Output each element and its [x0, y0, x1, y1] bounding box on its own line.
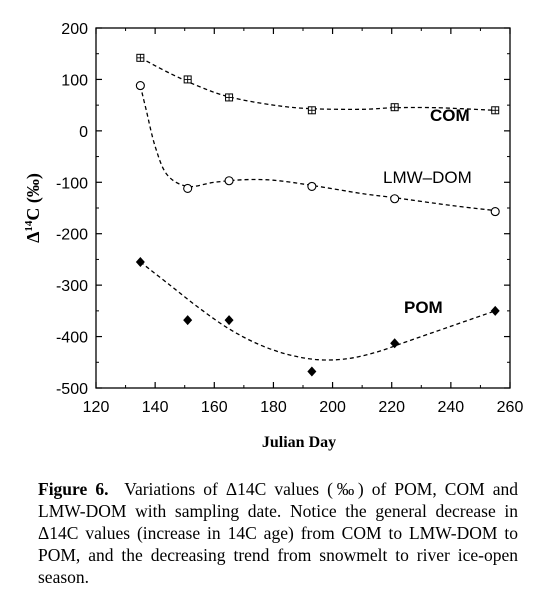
data-point-pom	[490, 305, 500, 316]
y-tick-label: 100	[61, 72, 88, 89]
caption-text: Variations of Δ14C values (‰) of POM, CO…	[38, 479, 518, 587]
data-point-com	[136, 53, 145, 62]
figure-caption: Figure 6. Variations of Δ14C values (‰) …	[38, 478, 518, 588]
plot-border	[95, 27, 511, 389]
data-point-pom	[135, 257, 145, 267]
x-tick-label: 240	[438, 399, 465, 416]
x-tick-label: 140	[142, 399, 169, 416]
y-tick-label: 0	[79, 124, 88, 141]
caption-figure-label: Figure 6.	[38, 479, 109, 499]
x-axis: 120 140 160 180 200 220 240 260	[83, 28, 524, 416]
y-tick-label: -500	[56, 381, 88, 398]
y-axis-label-unit: C (‰)	[23, 173, 44, 221]
data-point-pom	[307, 366, 317, 377]
x-tick-label: 180	[260, 399, 287, 416]
x-axis-label: Julian Day	[262, 434, 336, 451]
x-tick-label: 200	[319, 399, 346, 416]
data-point-lmw-dom	[183, 183, 193, 194]
data-point-com	[390, 103, 399, 112]
data-point-lmw-dom	[390, 194, 400, 204]
x-tick-label: 120	[83, 399, 110, 416]
data-point-pom	[183, 315, 193, 326]
fit-line-lmw-dom	[139, 85, 496, 212]
data-point-com	[491, 106, 500, 115]
series-label-com: COM	[430, 106, 470, 125]
plot-frame	[95, 27, 511, 389]
y-axis-label: Δ14C (‰)	[23, 173, 44, 243]
data-point-lmw-dom	[135, 81, 145, 91]
data-markers	[135, 53, 500, 377]
x-tick-label: 220	[378, 399, 405, 416]
y-axis-label-superscript: 14	[23, 220, 35, 232]
y-axis: 200 100 0 -100 -200 -300 -400 -500	[56, 21, 510, 398]
data-point-pom	[390, 338, 400, 349]
x-tick-label: 160	[201, 399, 228, 416]
chart: 120 140 160 180 200 220 240 260 200 100 0 -100 -200…	[23, 21, 524, 451]
y-axis-label-delta: Δ	[23, 232, 43, 243]
data-point-com	[225, 93, 234, 102]
y-tick-label: -300	[56, 278, 88, 295]
data-point-com	[183, 75, 192, 84]
y-tick-label: 200	[61, 21, 88, 38]
data-point-com	[307, 106, 316, 115]
data-point-lmw-dom	[224, 176, 234, 186]
data-point-lmw-dom	[490, 207, 500, 217]
data-point-pom	[224, 315, 234, 326]
fit-line-com	[140, 57, 496, 111]
x-tick-label: 260	[497, 399, 524, 416]
y-tick-label: -200	[56, 227, 88, 244]
y-tick-label: -400	[56, 330, 88, 347]
series-label-pom: POM	[404, 298, 443, 317]
data-point-lmw-dom	[307, 181, 317, 191]
series-label-lmw-dom: LMW–DOM	[383, 168, 472, 187]
y-tick-label: -100	[56, 175, 88, 192]
fit-line-pom	[139, 261, 496, 361]
